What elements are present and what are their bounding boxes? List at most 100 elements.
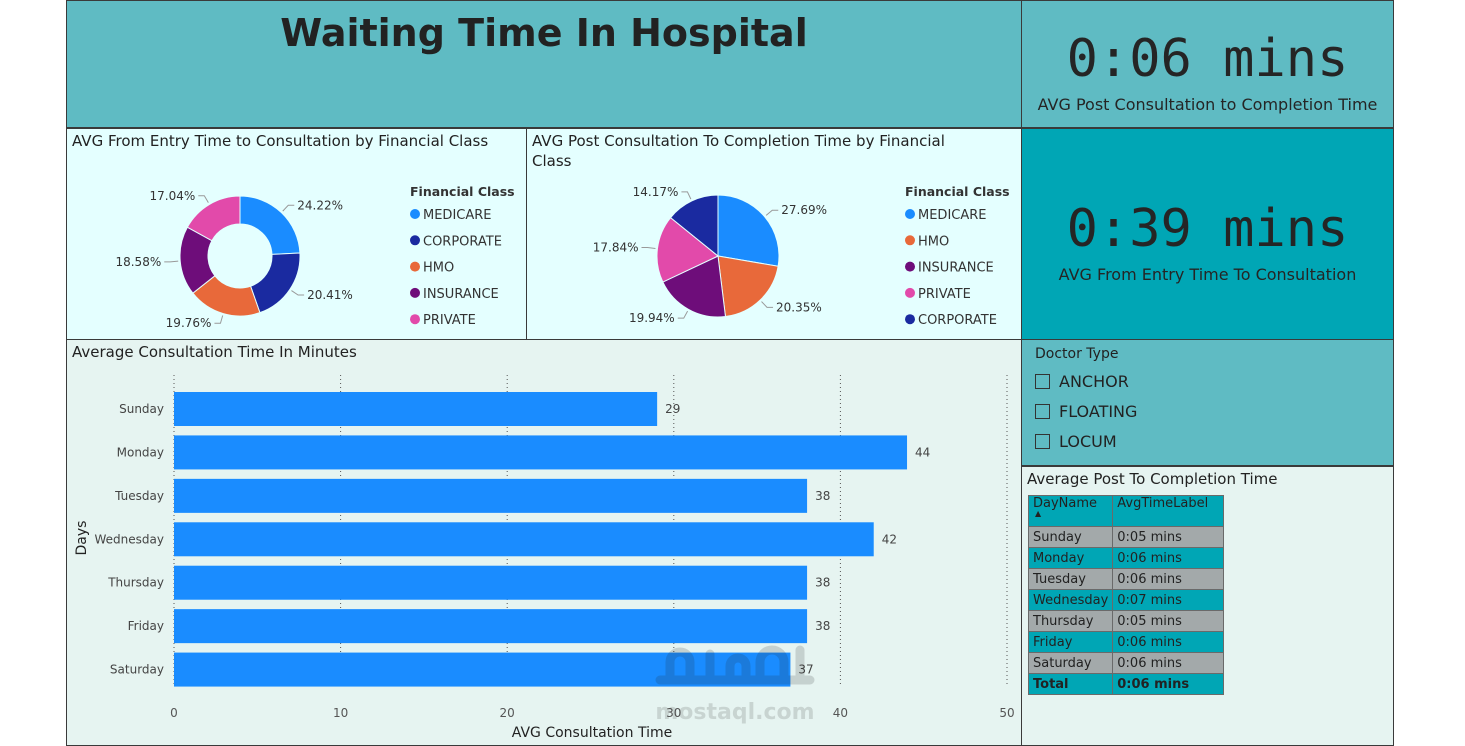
table-row: Tuesday 0:06 mins	[1027, 568, 1225, 590]
pie-data-label-insurance: 19.94%	[629, 311, 675, 325]
donut-leader-line	[214, 315, 224, 324]
pie-leader-line	[761, 301, 774, 308]
y-tick-label-thursday: Thursday	[107, 576, 164, 590]
table-title: Average Post To Completion Time	[1027, 470, 1278, 488]
donut-legend-item-insurance[interactable]: INSURANCE	[423, 287, 499, 302]
table-panel: Average Post To Completion Time DayName ▲…	[1021, 466, 1394, 746]
table-row: Saturday 0:06 mins	[1027, 652, 1225, 674]
pie-slice-private[interactable]	[656, 216, 719, 283]
chart-title: AVG From Entry Time to Consultation by F…	[72, 132, 489, 150]
slicer-option-floating[interactable]: FLOATING	[1035, 401, 1137, 423]
bar-monday[interactable]	[174, 435, 908, 470]
x-tick-label: 10	[333, 706, 348, 720]
donut-legend-marker-private	[410, 314, 420, 325]
pie-slice-insurance[interactable]	[662, 255, 727, 318]
bar-chart-panel: Average Consultation Time In Minutes 0 10…	[66, 339, 1022, 746]
x-tick-label: 30	[666, 706, 681, 720]
kpi-card-entry-consultation: 0:39 mins AVG From Entry Time To Consult…	[1021, 128, 1394, 340]
pie-chart: 27.69% 20.35% 19.94% 17.84% 14.17% Financial …	[593, 184, 1010, 328]
pie-legend-marker-insurance	[905, 261, 915, 272]
kpi-value: 0:39 mins	[1066, 199, 1349, 259]
table-total-row: Total 0:06 mins	[1027, 673, 1225, 695]
donut-slice-corporate[interactable]	[249, 252, 301, 314]
bar-sunday[interactable]	[174, 392, 658, 426]
table-header-row: DayName ▲ AvgTimeLabel	[1027, 495, 1225, 527]
donut-legend-marker-hmo	[410, 261, 420, 272]
donut-legend-item-private[interactable]: PRIVATE	[423, 313, 476, 328]
bar-data-label-tuesday: 38	[815, 489, 830, 503]
donut-chart: 24.22% 20.41% 19.76% 18.58% 17.04% Financial …	[115, 184, 515, 330]
y-tick-label-saturday: Saturday	[110, 663, 164, 677]
bar-data-label-sunday: 29	[665, 402, 680, 416]
y-tick-label-sunday: Sunday	[119, 402, 164, 416]
donut-leader-line	[164, 260, 179, 263]
bar-data-label-saturday: 37	[798, 663, 813, 677]
pie-legend-title: Financial Class	[905, 184, 1010, 199]
pie-legend-item-private[interactable]: PRIVATE	[918, 287, 971, 302]
slicer-option-anchor[interactable]: ANCHOR	[1035, 371, 1129, 393]
donut-legend-title: Financial Class	[410, 184, 515, 199]
y-tick-label-tuesday: Tuesday	[114, 489, 164, 503]
bar-friday[interactable]	[174, 609, 808, 644]
bar-tuesday[interactable]	[174, 478, 808, 513]
donut-leader-line	[282, 204, 295, 212]
x-tick-label: 40	[833, 706, 848, 720]
y-axis-label: Days	[74, 521, 90, 556]
pie-leader-line	[641, 247, 656, 249]
y-tick-label-wednesday: Wednesday	[95, 532, 164, 546]
donut-legend-marker-medicare	[410, 209, 420, 219]
pie-legend-marker-medicare	[905, 209, 915, 219]
donut-leader-line	[198, 195, 209, 203]
pie-legend-marker-hmo	[905, 235, 915, 246]
pie-leader-line	[681, 191, 692, 200]
pie-slice-medicare[interactable]	[717, 194, 780, 267]
pie-slice-corporate[interactable]	[669, 194, 719, 258]
donut-data-label-corporate: 20.41%	[307, 288, 353, 302]
donut-data-label-private: 17.04%	[150, 189, 196, 203]
donut-data-label-insurance: 18.58%	[115, 255, 161, 269]
pie-legend-item-hmo[interactable]: HMO	[918, 234, 949, 249]
kpi-label: AVG Post Consultation to Completion Time	[1037, 95, 1378, 114]
donut-slice-private[interactable]	[186, 195, 241, 242]
title-panel: Waiting Time In Hospital	[66, 0, 1022, 128]
slicer-option-locum[interactable]: LOCUM	[1035, 431, 1117, 453]
x-axis-label: AVG Consultation Time	[512, 725, 672, 741]
sort-ascending-icon: ▲	[1035, 509, 1042, 518]
y-tick-label-friday: Friday	[128, 619, 164, 633]
pie-leader-line	[677, 310, 689, 319]
donut-legend-item-medicare[interactable]: MEDICARE	[423, 208, 492, 223]
checkbox-icon[interactable]	[1035, 404, 1050, 419]
x-tick-label: 50	[999, 706, 1014, 720]
bar-data-label-monday: 44	[915, 445, 930, 459]
pie-chart-panel: AVG Post Consultation To Completion Time…	[526, 128, 1022, 340]
kpi-value: 0:06 mins	[1066, 29, 1349, 89]
bar-thursday[interactable]	[174, 565, 808, 600]
pie-legend-item-corporate[interactable]: CORPORATE	[918, 313, 997, 328]
bar-wednesday[interactable]	[174, 522, 874, 557]
donut-legend-item-corporate[interactable]: CORPORATE	[423, 234, 502, 249]
y-tick-label-monday: Monday	[117, 445, 164, 459]
column-header-avgtimelabel[interactable]: AvgTimeLabel	[1112, 495, 1225, 527]
pie-slice-hmo[interactable]	[717, 255, 779, 318]
donut-legend-item-hmo[interactable]: HMO	[423, 261, 454, 276]
pie-legend-item-medicare[interactable]: MEDICARE	[918, 208, 987, 223]
pie-legend-marker-private	[905, 287, 915, 298]
donut-slice-medicare[interactable]	[239, 195, 301, 255]
bar-saturday[interactable]	[174, 652, 791, 687]
bar-chart: 0 10 20 30 40 50 Sunday 29 Monday 44 Tuesday 38 Wedn…	[74, 375, 1015, 741]
donut-data-label-hmo: 19.76%	[166, 316, 212, 330]
pie-leader-line	[765, 209, 779, 216]
table-row: Sunday 0:05 mins	[1027, 526, 1225, 548]
pie-legend-item-insurance[interactable]: INSURANCE	[918, 261, 994, 276]
x-tick-label: 0	[170, 706, 178, 720]
table-row: Friday 0:06 mins	[1027, 631, 1225, 653]
checkbox-icon[interactable]	[1035, 374, 1050, 389]
donut-legend-marker-corporate	[410, 235, 420, 246]
pie-data-label-medicare: 27.69%	[781, 203, 827, 217]
kpi-label: AVG From Entry Time To Consultation	[1058, 265, 1357, 284]
x-tick-label: 20	[500, 706, 515, 720]
pie-data-label-hmo: 20.35%	[776, 300, 822, 314]
chart-title: Average Consultation Time In Minutes	[72, 343, 357, 361]
column-header-dayname[interactable]: DayName ▲	[1027, 495, 1114, 527]
checkbox-icon[interactable]	[1035, 434, 1050, 449]
